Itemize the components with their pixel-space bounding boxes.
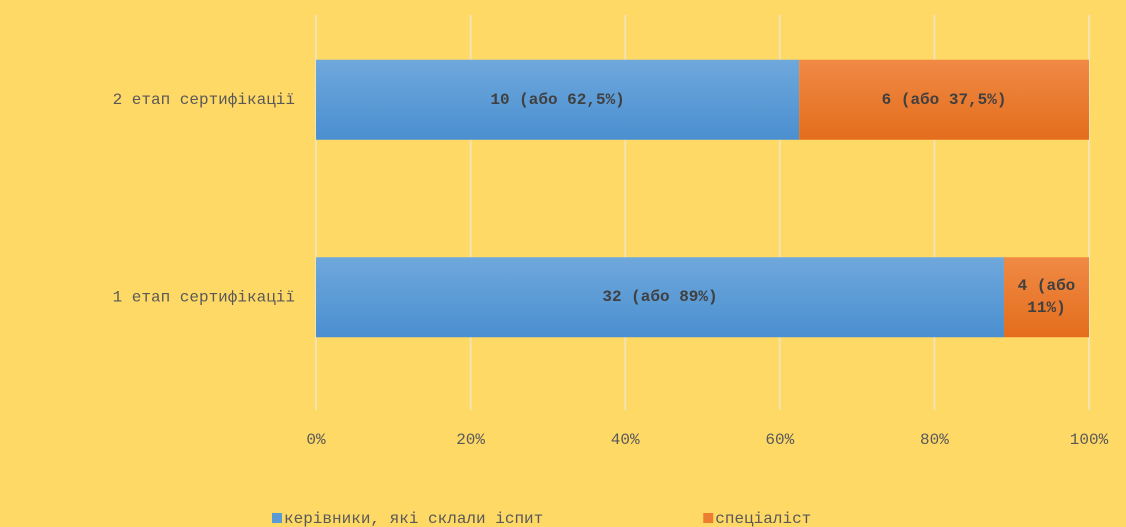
value-label-box: 32 (або 89%) xyxy=(602,288,718,307)
x-tick-label: 80% xyxy=(920,431,949,449)
value-label-box: 10 (або 62,5%) xyxy=(490,90,625,109)
legend-label: спеціаліст xyxy=(715,510,811,527)
x-tick-label: 60% xyxy=(765,431,794,449)
legend-marker xyxy=(703,513,714,523)
x-tick-label: 100% xyxy=(1070,431,1109,449)
x-tick-label: 20% xyxy=(456,431,485,449)
value-label-box: 6 (або 37,5%) xyxy=(881,90,1007,109)
x-tick-label: 40% xyxy=(611,431,640,449)
y-tick-label: 2 етап сертифікації xyxy=(113,91,295,109)
value-label-box: 4 (або 11%) xyxy=(1017,277,1076,318)
value-label: 32 (або 89%) xyxy=(602,288,718,307)
x-tick-label: 0% xyxy=(306,431,326,449)
value-label: 10 (або 62,5%) xyxy=(490,90,625,109)
value-label: 4 (або 11%) xyxy=(1017,277,1076,318)
bar-segment xyxy=(316,59,800,140)
bar-segment xyxy=(799,59,1089,140)
legend-label: керівники, які склали іспит xyxy=(284,510,543,527)
y-tick-label: 1 етап сертифікації xyxy=(113,288,295,306)
bar-segment xyxy=(1003,257,1089,338)
bar-segment xyxy=(316,257,1004,338)
legend-marker xyxy=(272,513,282,523)
value-label: 6 (або 37,5%) xyxy=(881,90,1007,109)
